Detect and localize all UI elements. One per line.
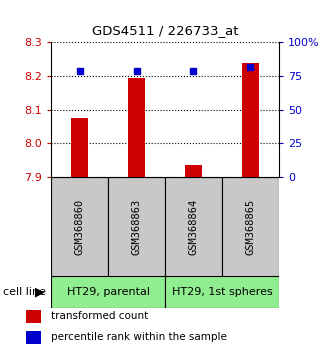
Text: transformed count: transformed count — [51, 311, 148, 321]
Bar — [165, 177, 222, 276]
Text: percentile rank within the sample: percentile rank within the sample — [51, 332, 227, 342]
Bar — [51, 177, 108, 276]
Text: HT29, parental: HT29, parental — [67, 287, 149, 297]
Bar — [185, 165, 202, 177]
Bar — [26, 331, 42, 344]
Text: GSM368865: GSM368865 — [246, 199, 255, 255]
Bar — [128, 78, 145, 177]
Text: GSM368864: GSM368864 — [188, 199, 198, 255]
Bar — [26, 310, 42, 323]
Text: GDS4511 / 226733_at: GDS4511 / 226733_at — [92, 24, 238, 36]
Bar — [222, 177, 279, 276]
Bar — [165, 276, 279, 308]
Text: HT29, 1st spheres: HT29, 1st spheres — [172, 287, 272, 297]
Text: GSM368863: GSM368863 — [132, 199, 142, 255]
Bar — [108, 177, 165, 276]
Bar — [71, 118, 88, 177]
Bar — [51, 276, 165, 308]
Text: GSM368860: GSM368860 — [75, 199, 84, 255]
Text: cell line: cell line — [3, 287, 46, 297]
Bar — [242, 63, 259, 177]
Text: ▶: ▶ — [35, 286, 44, 298]
